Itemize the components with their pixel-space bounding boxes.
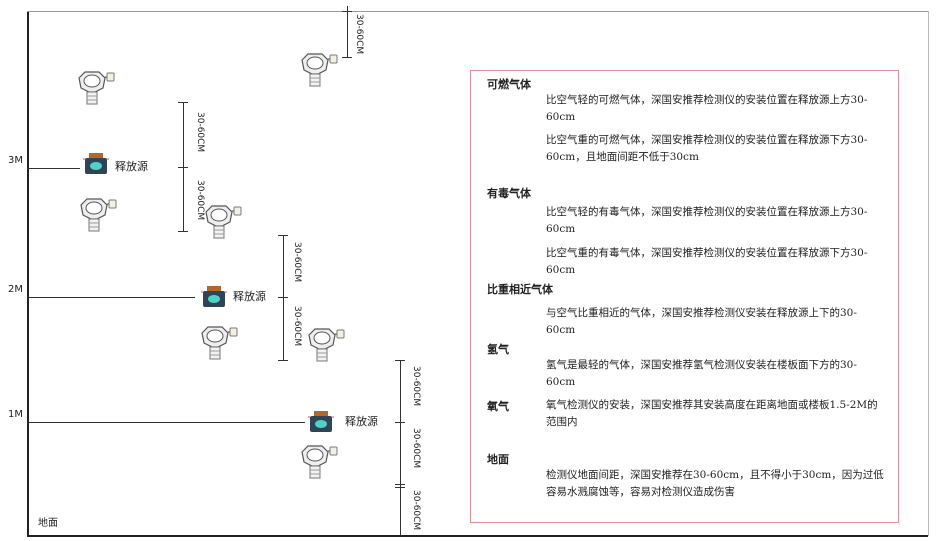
dimension-line-1m — [400, 360, 401, 536]
section-text: 氧气检测仪的安装，深国安推荐其安装高度在距离地面或楼板1.5-2M的范围内 — [546, 399, 878, 428]
level-1m-label: 1M — [8, 409, 23, 420]
section-text: 检测仪地面间距，深国安推荐在30-60cm，且不得小于30cm，因为过低容易水溅… — [546, 469, 884, 498]
gas-source-icon — [201, 286, 227, 308]
dimension-label: 30-60CM — [354, 14, 364, 55]
dimension-tick — [278, 235, 288, 236]
section-text: 比空气重的有毒气体，深国安推荐检测仪的安装位置在释放源下方30-60cm — [546, 247, 868, 276]
source-label: 释放源 — [233, 290, 266, 303]
section-title: 地面 — [487, 453, 509, 466]
source-label: 释放源 — [115, 160, 148, 173]
section-text: 与空气比重相近的气体，深国安推荐检测仪安装在释放源上下的30-60cm — [546, 307, 857, 336]
floor-line — [27, 535, 928, 537]
dimension-label: 30-60CM — [411, 428, 421, 469]
dimension-tick — [178, 102, 188, 103]
section-text: 比空气轻的可燃气体，深国安推荐检测仪的安装位置在释放源上方30-60cm — [546, 94, 868, 123]
dimension-label: 30-60CM — [292, 242, 302, 283]
source-label: 释放源 — [345, 415, 378, 428]
dimension-tick — [178, 231, 188, 232]
gas-source-icon — [83, 153, 109, 175]
ground-label: 地面 — [38, 518, 58, 529]
dimension-tick — [395, 360, 405, 361]
section-title: 有毒气体 — [487, 187, 531, 200]
gas-detector-icon — [298, 444, 338, 480]
level-2m-label: 2M — [8, 284, 23, 295]
dimension-line-2m — [283, 235, 284, 361]
level-2m-line — [27, 297, 195, 298]
dimension-tick — [278, 360, 288, 361]
dimension-tick — [395, 487, 405, 488]
level-3m-line — [27, 168, 80, 169]
section-text: 氢气是最轻的气体，深国安推荐氢气检测仪安装在楼板面下方的30-60cm — [546, 359, 857, 388]
installation-guide-box: 可燃气体 比空气轻的可燃气体，深国安推荐检测仪的安装位置在释放源上方30-60c… — [470, 70, 899, 523]
dimension-tick — [278, 297, 288, 298]
dimension-label: 30-60CM — [411, 366, 421, 407]
dimension-tick — [395, 422, 405, 423]
gas-detector-icon — [198, 325, 238, 361]
wall-right — [928, 11, 929, 536]
level-1m-line — [27, 422, 305, 423]
gas-detector-icon — [202, 204, 242, 240]
section-title: 可燃气体 — [487, 78, 531, 91]
level-3m-label: 3M — [8, 155, 23, 166]
dimension-tick — [342, 57, 352, 58]
dimension-line-top — [347, 6, 348, 58]
section-title: 比重相近气体 — [487, 283, 553, 296]
dimension-label: 30-60CM — [292, 306, 302, 347]
gas-detector-icon — [77, 197, 117, 233]
dimension-tick — [395, 484, 405, 485]
section-text: 比空气轻的有毒气体，深国安推荐检测仪的安装位置在释放源上方30-60cm — [546, 206, 868, 235]
section-title: 氧气 — [487, 400, 509, 413]
gas-detector-icon — [298, 52, 338, 88]
gas-detector-icon — [305, 327, 345, 363]
dimension-tick — [342, 11, 352, 12]
dimension-tick — [178, 167, 188, 168]
section-text: 比空气重的可燃气体，深国安推荐检测仪的安装位置在释放源下方30-60cm，且地面… — [546, 134, 868, 163]
dimension-label: 30-60CM — [411, 490, 421, 531]
wall-left — [27, 11, 29, 536]
ceiling-line — [27, 11, 928, 12]
dimension-label: 30-60CM — [195, 112, 205, 153]
section-title: 氢气 — [487, 343, 509, 356]
gas-source-icon — [308, 411, 334, 433]
gas-detector-icon — [75, 70, 115, 106]
